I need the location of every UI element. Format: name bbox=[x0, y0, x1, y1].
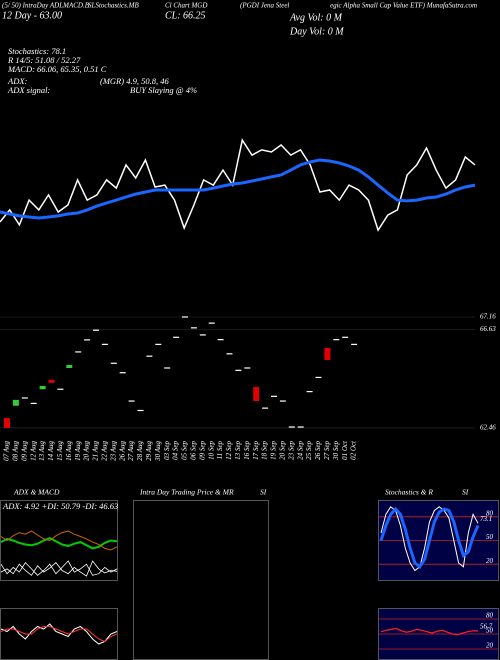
panel-title: SI bbox=[462, 488, 469, 497]
y-tick-label: 67.16 bbox=[480, 313, 496, 321]
header-text: R 14/5: 51.08 / 52.27 bbox=[7, 55, 81, 65]
x-tick-label: 12 Aug bbox=[29, 441, 37, 461]
y-tick-label: 50 bbox=[486, 533, 494, 541]
series-line bbox=[0, 626, 118, 643]
x-tick-label: 21 Aug bbox=[92, 441, 100, 461]
header-text: (MGR) 4.9, 50.8, 46 bbox=[100, 76, 169, 86]
intraday-panel bbox=[133, 500, 269, 660]
y-tick-label: 20 bbox=[486, 557, 494, 565]
candle bbox=[66, 364, 73, 368]
x-tick-label: 28 Aug bbox=[136, 441, 144, 461]
x-tick-label: 19 Sep bbox=[270, 441, 278, 460]
series-line bbox=[380, 627, 479, 636]
series-line bbox=[0, 158, 476, 220]
series-line bbox=[0, 537, 118, 550]
x-tick-label: 22 Aug bbox=[101, 441, 109, 461]
x-tick-label: 16 Aug bbox=[65, 441, 73, 461]
x-tick-label: 11 Sep bbox=[216, 441, 224, 460]
adx-panel bbox=[0, 500, 118, 581]
header-text: Avg Vol: 0 M bbox=[289, 12, 343, 23]
series-line bbox=[0, 623, 118, 645]
x-tick-label: 06 Sep bbox=[190, 441, 198, 460]
x-tick-label: 19 Aug bbox=[74, 441, 82, 461]
series-line bbox=[0, 138, 476, 232]
x-tick-label: 07 Aug bbox=[3, 441, 11, 461]
series-line bbox=[380, 506, 479, 572]
x-tick-label: 26 Aug bbox=[118, 441, 126, 461]
x-tick-label: 02 Oct bbox=[350, 440, 358, 460]
adx-label: ADX: 4.92 +DI: 50.79 -DI: 46.63 bbox=[2, 501, 118, 511]
x-tick-label: 13 Aug bbox=[38, 441, 46, 461]
x-tick-label: 27 Sep bbox=[323, 441, 331, 460]
x-tick-label: 05 Sep bbox=[181, 441, 189, 460]
x-tick-label: 12 Sep bbox=[225, 441, 233, 460]
header-text: BUY Slaying @ 4% bbox=[130, 85, 197, 95]
candle bbox=[48, 379, 55, 383]
x-tick-label: 20 Aug bbox=[83, 441, 91, 461]
header-text: (5/ 50) IntraDay ADLMACD.B bbox=[2, 2, 90, 10]
candle bbox=[324, 347, 331, 360]
candle bbox=[12, 399, 19, 406]
x-tick-label: 15 Aug bbox=[56, 441, 64, 461]
x-tick-label: 10 Sep bbox=[207, 441, 215, 460]
series-line bbox=[0, 530, 118, 551]
header-text: ADX: bbox=[7, 76, 28, 86]
x-tick-label: 08 Aug bbox=[12, 441, 20, 461]
series-line bbox=[379, 506, 480, 569]
header-text: SLStochastics.MB bbox=[88, 2, 139, 10]
header-text: Day Vol: 0 M bbox=[289, 26, 344, 37]
panel-title: Intra Day Trading Price & MR bbox=[139, 488, 234, 497]
x-tick-label: 20 Sep bbox=[279, 441, 287, 460]
header-text: Stochastics: 78.1 bbox=[8, 46, 66, 56]
header-text: Cl Chart MGD bbox=[165, 2, 207, 10]
header-text: MACD: 66.06, 65.35, 0.51 C bbox=[7, 64, 107, 74]
x-tick-label: 23 Aug bbox=[109, 441, 117, 461]
panel-title: SI bbox=[260, 488, 267, 497]
x-tick-label: 18 Sep bbox=[261, 441, 269, 460]
header-text: CL: 66.25 bbox=[165, 10, 206, 21]
candle bbox=[39, 385, 46, 390]
x-tick-label: 23 Sep bbox=[287, 441, 295, 460]
x-tick-label: 13 Sep bbox=[234, 441, 242, 460]
x-tick-label: 30 Aug bbox=[154, 441, 162, 462]
x-tick-label: 30 Sep bbox=[332, 441, 340, 461]
value-label: 56.7 bbox=[480, 623, 493, 631]
series-line bbox=[0, 560, 118, 577]
x-tick-label: 03 Sep bbox=[163, 441, 171, 460]
y-tick-label: 66.63 bbox=[480, 325, 496, 333]
x-tick-label: 24 Sep bbox=[296, 441, 304, 460]
x-tick-label: 26 Sep bbox=[314, 441, 322, 460]
header-text: (PGDI Jena Steel bbox=[240, 2, 289, 10]
x-tick-label: 04 Sep bbox=[172, 441, 180, 460]
x-tick-label: 17 Sep bbox=[252, 441, 260, 460]
header-text: egic Alpha Small Cap Value ETF) MunafaSu… bbox=[330, 2, 477, 10]
x-tick-label: 09 Sep bbox=[198, 441, 206, 460]
panel-title: ADX & MACD bbox=[13, 488, 60, 497]
y-tick-label: 62.46 bbox=[480, 424, 496, 432]
x-tick-label: 09 Aug bbox=[20, 441, 28, 461]
y-tick-label: 20 bbox=[486, 642, 494, 650]
series-line bbox=[0, 560, 118, 576]
header-text: ADX signal: bbox=[7, 85, 50, 95]
x-tick-label: 16 Sep bbox=[243, 441, 251, 460]
y-tick-label: 50 bbox=[486, 627, 494, 635]
panel-title: Stochastics & R bbox=[385, 488, 433, 497]
candle bbox=[4, 418, 10, 428]
x-tick-label: 14 Aug bbox=[47, 441, 55, 461]
x-tick-label: 01 Oct bbox=[341, 440, 349, 460]
y-tick-label: 80 bbox=[486, 509, 494, 517]
candle bbox=[253, 386, 260, 402]
y-tick-label: 80 bbox=[486, 612, 494, 620]
x-tick-label: 29 Aug bbox=[145, 441, 153, 461]
x-tick-label: 25 Sep bbox=[305, 441, 313, 460]
value-label: 73.1 bbox=[480, 515, 492, 523]
header-text: 12 Day - 63.00 bbox=[2, 10, 62, 21]
macd-panel bbox=[0, 608, 118, 660]
x-tick-label: 27 Aug bbox=[127, 441, 135, 461]
